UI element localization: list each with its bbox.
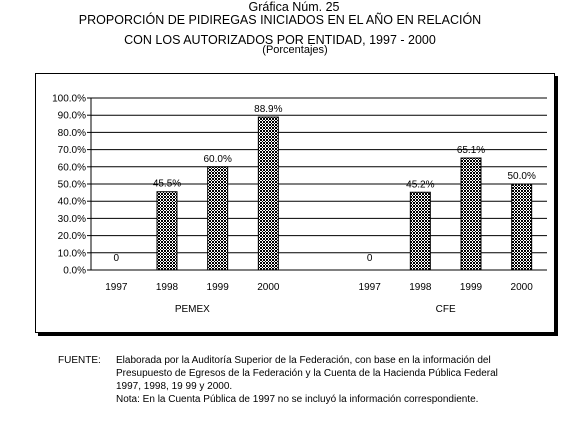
bar — [156, 191, 178, 271]
x-tick-label: 1997 — [359, 282, 382, 293]
x-tick-label: 1997 — [105, 282, 128, 293]
y-tick-label: 50.0% — [58, 180, 86, 191]
data-label: 65.1% — [457, 145, 485, 156]
y-tick-label: 90.0% — [58, 111, 86, 122]
chart-subtitle: (Porcentajes) — [262, 44, 328, 56]
y-tick-label: 80.0% — [58, 128, 86, 139]
y-tick-label: 60.0% — [58, 162, 86, 173]
x-tick-label: 1998 — [409, 282, 432, 293]
y-tick-label: 20.0% — [58, 231, 86, 242]
source-note: Nota: En la Cuenta Pública de 1997 no se… — [116, 394, 479, 405]
x-tick-label: 2000 — [257, 282, 280, 293]
data-label: 60.0% — [203, 154, 231, 165]
bar — [409, 191, 431, 271]
data-label: 0 — [114, 253, 120, 264]
y-tick-label: 0.0% — [63, 266, 86, 277]
data-label: 0 — [367, 253, 373, 264]
source-line: Elaborada por la Auditoría Superior de l… — [116, 355, 491, 366]
group-label: PEMEX — [175, 304, 210, 315]
x-tick-label: 2000 — [511, 282, 534, 293]
y-tick-label: 100.0% — [52, 94, 86, 105]
data-label: 88.9% — [254, 104, 282, 115]
data-label: 45.5% — [153, 179, 181, 190]
chart-number: Gráfica Núm. 25 — [248, 0, 340, 14]
source-line: 1997, 1998, 19 99 y 2000. — [116, 381, 233, 392]
x-tick-label: 1999 — [207, 282, 230, 293]
bar — [257, 116, 279, 271]
source-text: Elaborada por la Auditoría Superior de l… — [116, 354, 498, 406]
x-tick-label: 1998 — [156, 282, 179, 293]
bar — [511, 183, 533, 271]
y-tick-label: 40.0% — [58, 197, 86, 208]
bar — [207, 166, 229, 271]
x-tick-label: 1999 — [460, 282, 483, 293]
data-label: 50.0% — [507, 171, 535, 182]
data-label: 45.2% — [406, 179, 434, 190]
source-label: FUENTE: — [58, 355, 101, 366]
bar — [460, 157, 482, 271]
source-line: Presupuesto de Egresos de la Federación … — [116, 368, 498, 379]
y-tick-label: 70.0% — [58, 145, 86, 156]
chart-title-line-1: PROPORCIÓN DE PIDIREGAS INICIADOS EN EL … — [78, 13, 482, 27]
chart-title-line-2: CON LOS AUTORIZADOS POR ENTIDAD, 1997 - … — [124, 33, 436, 47]
group-label: CFE — [436, 304, 456, 315]
y-tick-label: 30.0% — [58, 214, 86, 225]
y-tick-label: 10.0% — [58, 248, 86, 259]
chart-frame: 0.0% 10.0% 20.0% 30.0% 40.0% 50.0% 60.0% 70.0% 8… — [35, 73, 555, 333]
bar-chart: 0.0% 10.0% 20.0% 30.0% 40.0% 50.0% 60.0% 70.0% 8… — [52, 94, 547, 315]
